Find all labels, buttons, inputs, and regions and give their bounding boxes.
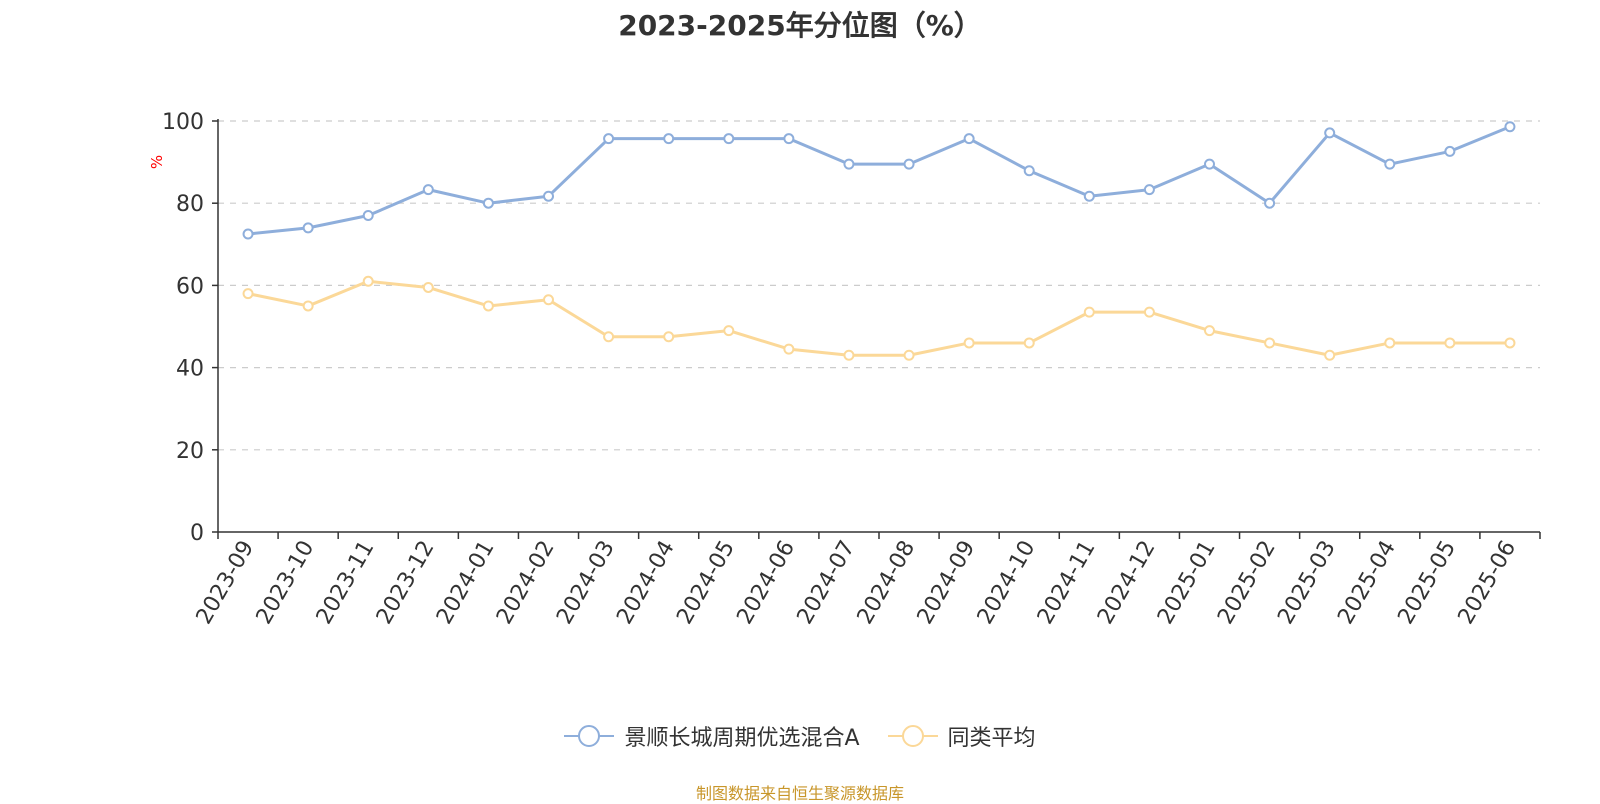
- legend-item-series-1[interactable]: 景顺长城周期优选混合A: [564, 720, 860, 752]
- y-tick-label-0: 0: [190, 521, 204, 546]
- point-series-1-2024-06: [783, 133, 795, 145]
- x-tick-label-2024-03: 2024-03: [552, 537, 620, 629]
- x-tick-label-2024-05: 2024-05: [672, 537, 740, 629]
- point-series-2-2025-06: [1504, 337, 1516, 349]
- point-series-1-2023-11: [362, 210, 374, 222]
- series-line-2: [247, 279, 1510, 357]
- y-tick-label-80: 80: [176, 192, 204, 217]
- chart-title: 2023-2025年分位图（%）: [618, 9, 982, 42]
- point-series-2-2024-01: [482, 300, 494, 312]
- point-series-1-2024-01: [482, 197, 494, 209]
- x-tick-label-2025-04: 2025-04: [1333, 537, 1401, 629]
- y-tick-label-40: 40: [176, 357, 204, 382]
- point-series-1-2024-05: [723, 133, 735, 145]
- point-series-2-2024-09: [963, 337, 975, 349]
- axes: [212, 119, 1541, 539]
- series-line-1: [247, 125, 1511, 236]
- point-series-2-2025-05: [1444, 337, 1456, 349]
- x-tick-label-2023-10: 2023-10: [252, 537, 320, 629]
- point-series-1-2024-04: [663, 133, 675, 145]
- legend-marker-series-2: [887, 725, 938, 747]
- x-tick-label-2025-05: 2025-05: [1393, 537, 1461, 629]
- legend-item-series-2[interactable]: 同类平均: [887, 720, 1036, 752]
- point-series-2-2025-03: [1324, 349, 1336, 361]
- point-series-2-2025-02: [1264, 337, 1276, 349]
- point-series-1-2024-03: [603, 133, 615, 145]
- x-tick-label-2024-01: 2024-01: [432, 537, 500, 629]
- x-tick-label-2024-06: 2024-06: [732, 537, 800, 629]
- x-tick-label-2024-08: 2024-08: [853, 537, 921, 629]
- tick-labels: 0 20 40 60 80 100% 2023-092023-102023-112023-1…: [148, 110, 1521, 629]
- point-series-2-2023-11: [362, 275, 374, 287]
- y-tick-label-20: 20: [176, 439, 204, 464]
- point-series-1-2023-12: [422, 184, 434, 196]
- point-series-1-2024-11: [1083, 190, 1095, 202]
- point-series-2-2024-05: [723, 325, 735, 337]
- point-series-2-2023-09: [242, 288, 254, 300]
- x-tick-label-2024-09: 2024-09: [913, 537, 981, 629]
- legend: 景顺长城周期优选混合A 同类平均: [0, 720, 1600, 752]
- y-tick-label-100: 100: [162, 110, 204, 135]
- point-series-1-2024-08: [903, 158, 915, 170]
- point-series-1-2024-07: [843, 158, 855, 170]
- point-series-2-2024-11: [1083, 306, 1095, 318]
- point-series-2-2025-04: [1384, 337, 1396, 349]
- point-series-2-2024-04: [663, 331, 675, 343]
- point-series-2-2025-01: [1204, 325, 1215, 337]
- point-series-2-2024-02: [543, 294, 554, 306]
- point-series-1-2025-02: [1264, 197, 1276, 209]
- legend-marker-series-1: [564, 725, 615, 747]
- point-series-2-2023-12: [422, 281, 434, 293]
- point-series-2-2024-03: [603, 331, 615, 343]
- point-series-1-2024-12: [1143, 184, 1155, 196]
- x-tick-label-2024-11: 2024-11: [1033, 537, 1101, 629]
- point-series-1-2025-06: [1504, 121, 1516, 133]
- point-series-1-2024-02: [543, 190, 554, 202]
- x-tick-label-2024-07: 2024-07: [793, 537, 861, 629]
- x-tick-label-2025-02: 2025-02: [1213, 537, 1281, 629]
- point-series-2-2024-07: [843, 349, 855, 361]
- point-series-2-2024-10: [1023, 337, 1035, 349]
- point-series-2-2024-06: [783, 343, 795, 355]
- y-axis-label: %: [148, 155, 166, 169]
- x-tick-label-2024-12: 2024-12: [1093, 537, 1161, 629]
- point-series-1-2025-05: [1444, 145, 1456, 157]
- point-series-1-2025-03: [1324, 127, 1336, 139]
- x-tick-label-2025-06: 2025-06: [1454, 537, 1522, 629]
- x-tick-label-2024-02: 2024-02: [492, 537, 560, 629]
- x-tick-label-2023-11: 2023-11: [312, 537, 380, 629]
- source-note: 制图数据来自恒生聚源数据库: [695, 784, 904, 803]
- point-series-2-2024-08: [903, 349, 915, 361]
- point-series-2-2024-12: [1143, 306, 1155, 318]
- point-series-1-2023-10: [302, 222, 314, 234]
- point-series-1-2023-09: [242, 228, 254, 240]
- legend-label-series-1: 景顺长城周期优选混合A: [624, 726, 860, 751]
- x-tick-label-2024-10: 2024-10: [973, 537, 1041, 629]
- x-tick-label-2025-01: 2025-01: [1153, 537, 1221, 629]
- x-tick-label-2025-03: 2025-03: [1273, 537, 1341, 629]
- legend-label-series-2: 同类平均: [947, 726, 1036, 751]
- x-tick-label-2023-12: 2023-12: [372, 537, 440, 629]
- series-lines: [242, 121, 1516, 361]
- x-tick-label-2023-09: 2023-09: [192, 537, 260, 629]
- point-series-1-2024-09: [963, 133, 975, 145]
- x-tick-label-2024-04: 2024-04: [612, 537, 680, 629]
- point-series-1-2025-01: [1204, 158, 1215, 170]
- point-series-1-2025-04: [1384, 158, 1396, 170]
- grid-lines: [218, 120, 1540, 451]
- y-tick-label-60: 60: [176, 274, 204, 299]
- point-series-1-2024-10: [1023, 165, 1035, 177]
- point-series-2-2023-10: [302, 300, 314, 312]
